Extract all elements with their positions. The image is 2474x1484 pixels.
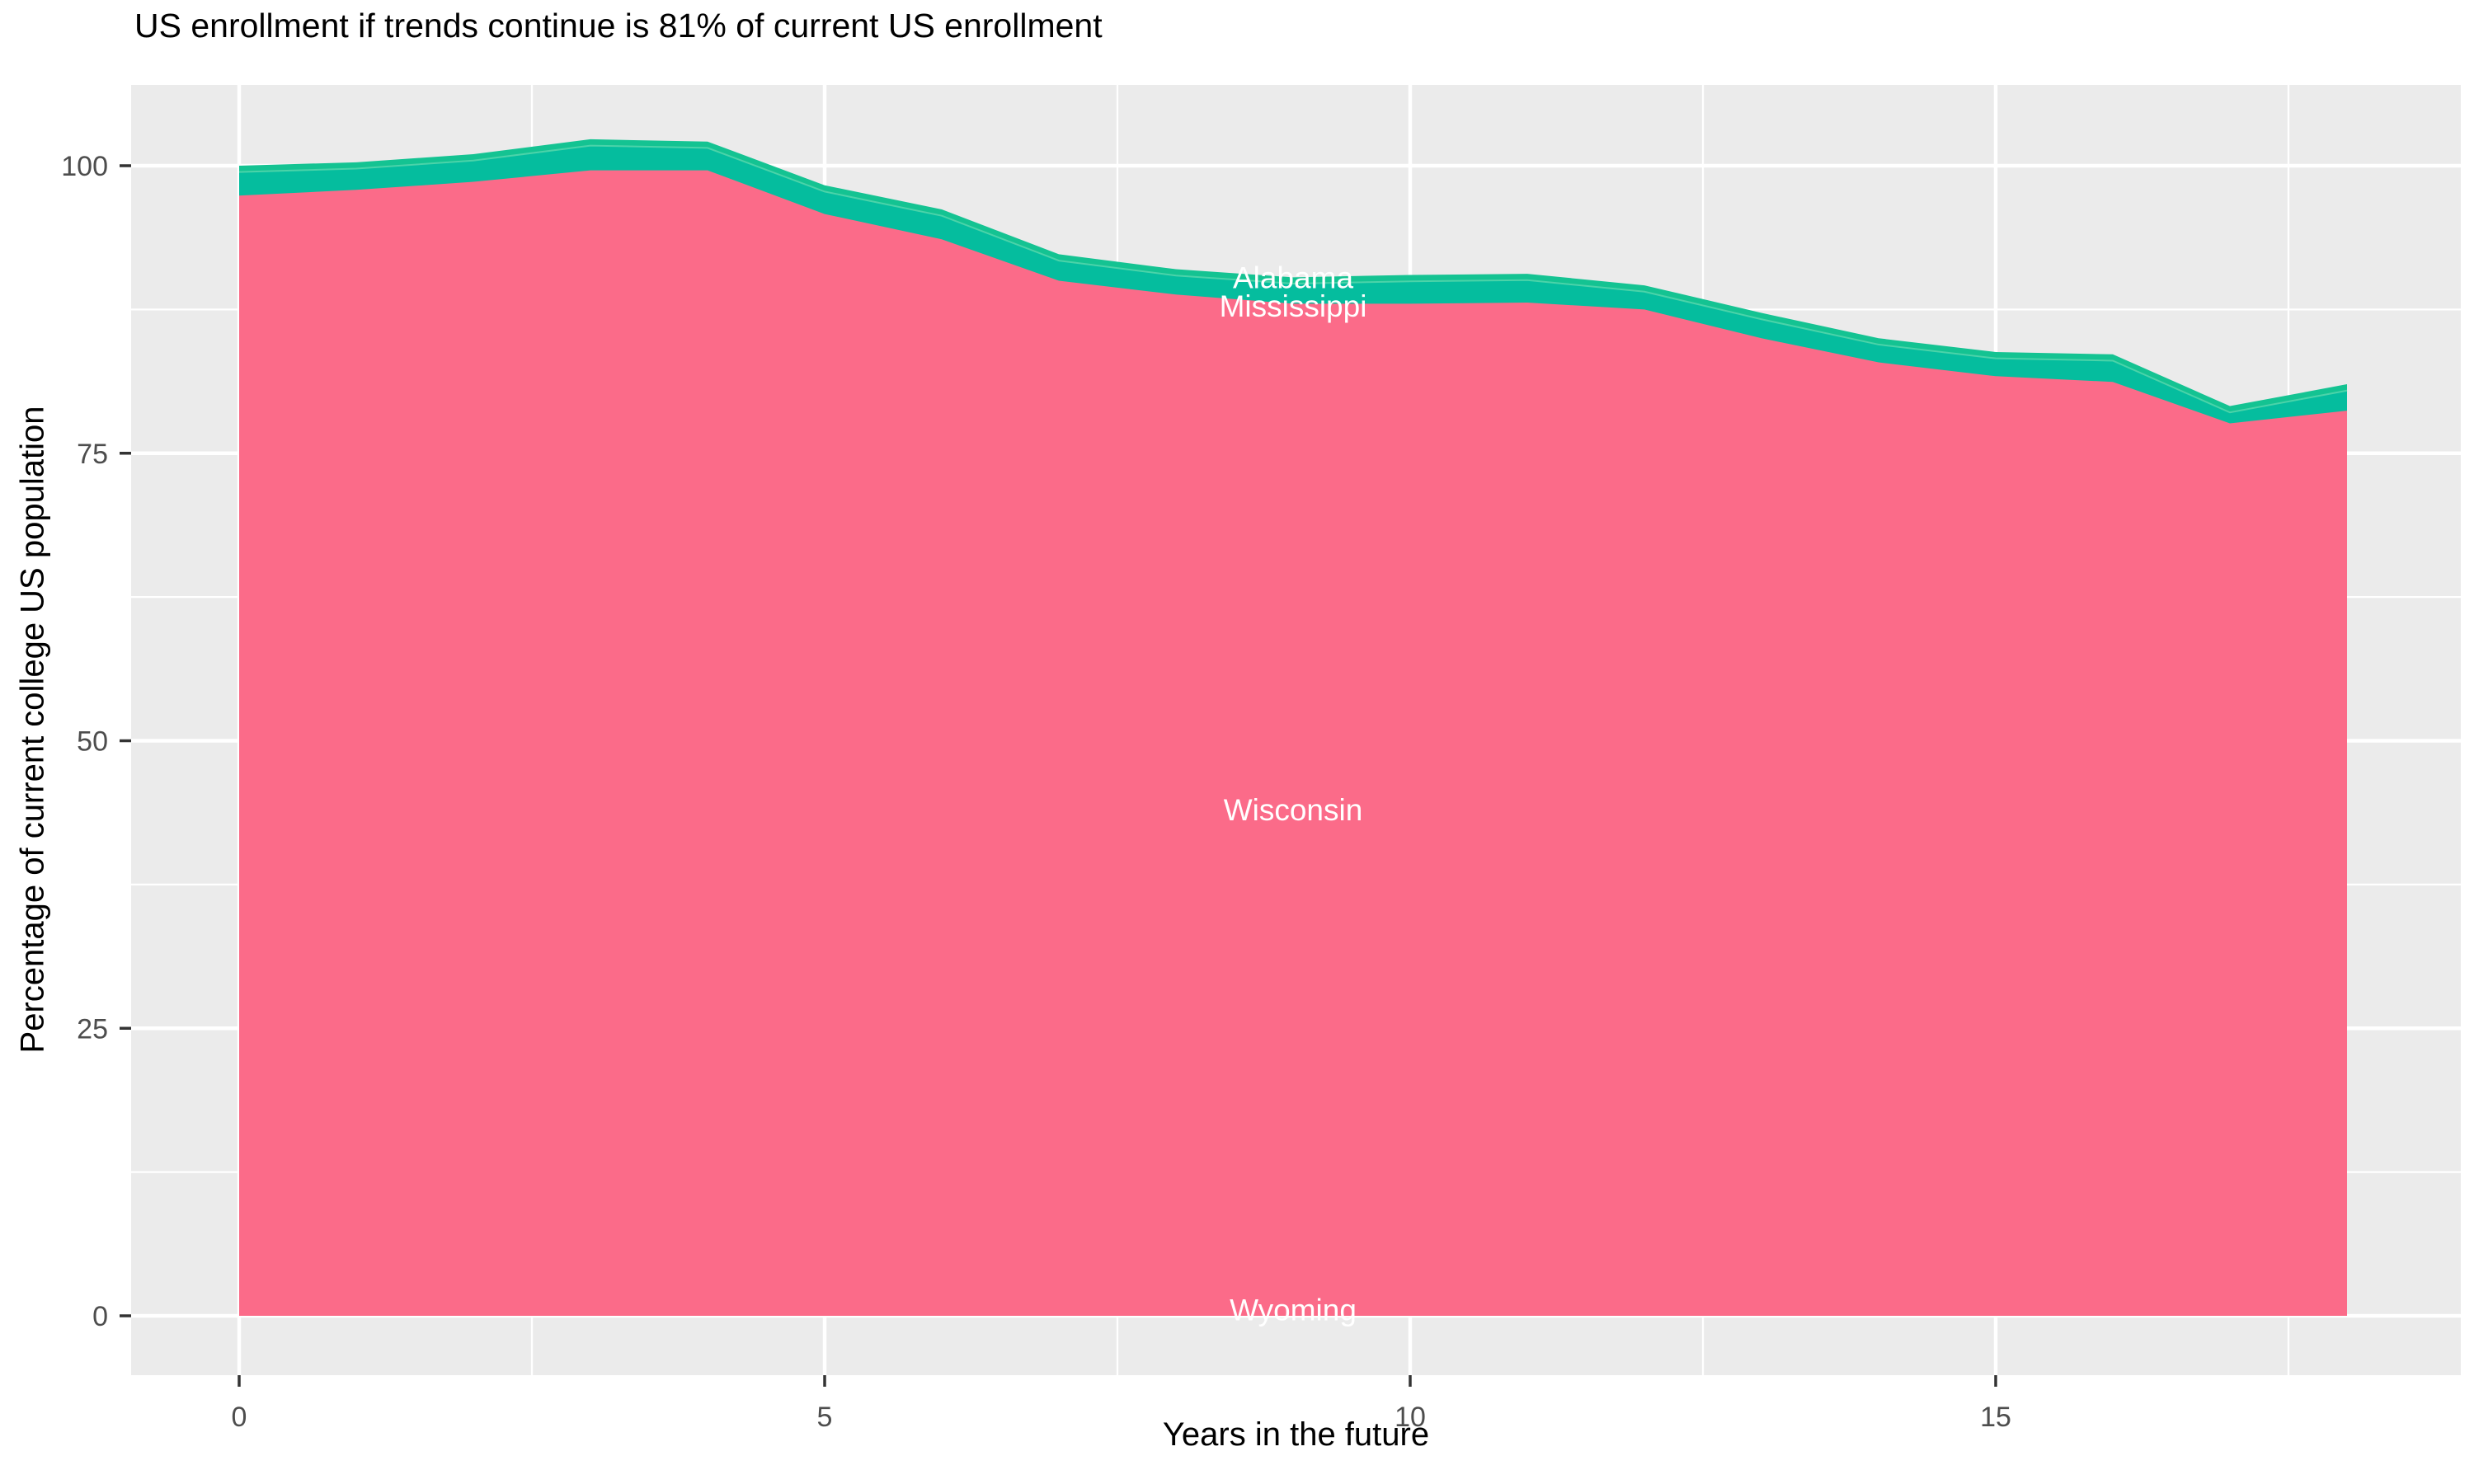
area-label-wisconsin: Wisconsin [1224, 793, 1363, 827]
series-divider-line [238, 144, 2348, 414]
area-label-alabama: Alabama [1233, 261, 1353, 294]
y-axis-title: Percentage of current college US populat… [14, 406, 51, 1054]
x-tick-label: 0 [232, 1402, 247, 1433]
y-tick-label: 50 [77, 726, 108, 758]
y-tick-label: 0 [92, 1301, 108, 1332]
area-label-wyoming: Wyoming [1230, 1293, 1357, 1327]
y-tick-label: 25 [77, 1013, 108, 1045]
x-tick-label: 5 [817, 1402, 833, 1433]
y-tick-label: 75 [77, 439, 108, 470]
x-tick-label: 10 [1395, 1402, 1426, 1433]
chart-title: US enrollment if trends continue is 81% … [134, 7, 1103, 45]
area-label-mississippi: Mississippi [1220, 289, 1367, 323]
y-tick-label: 100 [61, 151, 108, 182]
x-tick-label: 15 [1980, 1402, 2011, 1433]
area-wyoming [239, 1314, 2347, 1316]
x-axis-title: Years in the future [1162, 1416, 1430, 1453]
area-wisconsin [239, 170, 2347, 1317]
